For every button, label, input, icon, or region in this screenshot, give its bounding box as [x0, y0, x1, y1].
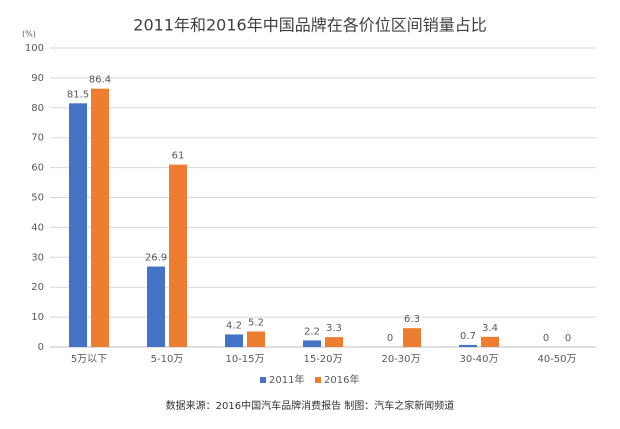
legend-swatch	[260, 377, 266, 383]
value-label: 3.4	[482, 323, 498, 334]
bar	[403, 328, 421, 347]
bar	[481, 336, 499, 347]
value-label: 26.9	[145, 253, 167, 264]
y-tick-label: 30	[31, 252, 44, 263]
value-label: 2.2	[304, 326, 320, 337]
y-unit: (%)	[22, 30, 36, 39]
value-label: 0	[565, 333, 571, 344]
legend-label: 2011年	[269, 373, 304, 386]
bar	[91, 88, 109, 347]
legend-label: 2016年	[324, 373, 359, 386]
x-tick-label: 20-30万	[381, 354, 420, 365]
bar	[225, 334, 243, 347]
bar	[247, 331, 265, 347]
y-tick-label: 20	[31, 282, 44, 293]
bar	[459, 344, 477, 347]
source-note: 数据来源：2016中国汽车品牌消费报告 制图：汽车之家新闻频道	[166, 399, 455, 412]
y-tick-label: 40	[31, 222, 44, 233]
chart-title: 2011年和2016年中国品牌在各价位区间销量占比	[133, 16, 486, 35]
bar	[147, 266, 165, 347]
y-tick-label: 90	[31, 73, 44, 84]
value-label: 81.5	[67, 89, 89, 100]
x-tick-label: 10-15万	[225, 354, 264, 365]
bar	[169, 164, 187, 347]
x-tick-label: 30-40万	[459, 354, 498, 365]
x-tick-label: 40-50万	[537, 354, 576, 365]
y-tick-label: 70	[31, 133, 44, 144]
x-tick-label: 5-10万	[151, 354, 184, 365]
value-label: 6.3	[404, 314, 420, 325]
value-label: 0.7	[460, 331, 476, 342]
value-label: 0	[387, 333, 393, 344]
x-tick-label: 15-20万	[303, 354, 342, 365]
x-tick-label: 5万以下	[71, 354, 107, 365]
bar	[303, 340, 321, 347]
bar	[69, 103, 87, 347]
y-tick-label: 0	[38, 342, 44, 353]
value-label: 0	[543, 333, 549, 344]
y-tick-label: 60	[31, 163, 44, 174]
value-label: 5.2	[248, 317, 264, 328]
legend-swatch	[315, 377, 321, 383]
y-tick-label: 80	[31, 103, 44, 114]
y-tick-label: 50	[31, 193, 44, 204]
value-label: 3.3	[326, 323, 342, 334]
bar	[325, 337, 343, 347]
y-tick-label: 100	[25, 43, 44, 54]
value-label: 4.2	[226, 320, 242, 331]
value-label: 61	[172, 151, 185, 162]
value-label: 86.4	[89, 75, 111, 86]
y-tick-label: 10	[31, 312, 44, 323]
